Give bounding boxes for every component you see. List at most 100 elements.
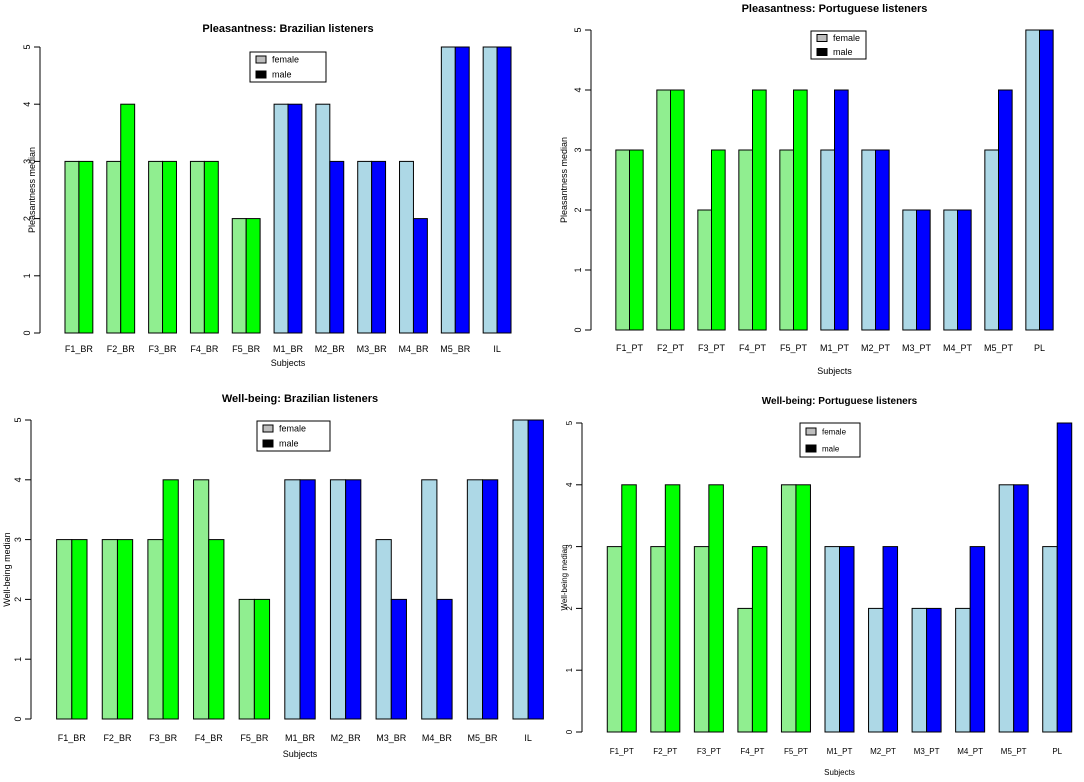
y-tick-label: 0 [565,729,574,734]
bar-male [253,598,271,720]
bar-female [902,209,917,331]
bar-male [839,546,855,733]
bar-male [412,218,428,334]
bar-female [421,479,438,720]
bar-female [820,149,835,331]
bar-male [969,546,986,733]
bar-male [208,539,225,720]
x-tick-label: F5_PT [784,747,808,756]
y-axis-label: Well-being median [560,544,569,610]
y-tick-label: 1 [22,273,32,278]
legend-label-female: female [272,55,299,65]
y-tick-label: 2 [573,207,583,212]
x-tick-label: M5_PT [1001,747,1027,756]
bar-female [780,484,797,733]
legend-swatch-male [262,439,274,448]
bar-female [482,46,498,334]
legend-swatch-female [255,55,267,64]
legend-swatch-female [805,427,817,436]
bar-male [371,160,387,334]
x-tick-label: F1_PT [610,747,634,756]
x-tick-label: M1_BR [273,344,304,354]
x-tick-label: IL [524,733,532,743]
bar-female [466,479,484,720]
bar-male [795,484,811,733]
x-tick-label: F2_PT [653,747,677,756]
bar-female [650,546,666,733]
legend-swatch-male [255,70,267,79]
bar-male [708,484,724,733]
bar-female [231,218,247,334]
chart-svg: Pleasantness: Portuguese listeners 0 1 2 3 4 5… [559,3,1054,376]
bar-female [738,149,753,331]
y-tick-label: 0 [573,327,583,332]
bar-male [527,419,544,720]
y-axis-label: Pleasantness median [27,147,37,233]
x-tick-label: M1_PT [820,343,850,353]
x-tick-label: F4_BR [195,733,224,743]
chart-svg: Pleasantness: Brazilian listeners 0 1 2 3 4 5 P… [22,23,512,368]
x-tick-label: M4_PT [943,343,973,353]
y-tick-label: 1 [573,267,583,272]
x-tick-label: F2_PT [657,343,685,353]
y-axis-label: Pleasantness median [559,137,569,223]
chart-wellbeing-portuguese: Well-being: Portuguese listeners 0 1 2 3 4 5 We… [555,390,1084,782]
y-tick-label: 2 [22,216,32,221]
y-tick-label: 5 [13,417,23,422]
bar-female [911,607,928,733]
bar-male [882,546,899,733]
bar-male [299,479,316,720]
bar-female [284,479,301,720]
x-axis-label: Subjects [817,366,852,376]
legend-label-male: male [279,439,299,449]
bar-male [1039,29,1054,331]
x-tick-label: F5_BR [232,344,261,354]
bar-female [357,160,373,334]
x-tick-label: F3_BR [149,733,178,743]
x-axis-label: Subjects [824,768,855,777]
bar-female [693,546,710,733]
bar-male [120,103,136,334]
bar-female [147,539,164,720]
bar-male [390,598,407,720]
bar-male [629,149,644,331]
bar-female [861,149,876,331]
bar-female [737,607,753,733]
bar-male [482,479,499,720]
x-tick-label: M3_PT [902,343,932,353]
y-tick-label: 0 [22,330,32,335]
y-tick-label: 3 [573,147,583,152]
y-tick-label: 2 [565,606,574,611]
bar-female [1025,29,1040,331]
legend-label-male: male [272,70,292,80]
legend-box [810,30,867,60]
bar-male [834,89,849,331]
x-tick-label: F3_BR [149,344,178,354]
bar-male [916,209,931,331]
y-axis-label: Well-being median [2,532,12,606]
bar-male [116,539,134,720]
x-tick-label: M5_BR [440,344,471,354]
bar-female [189,160,205,334]
legend-label-male: male [822,445,840,454]
x-tick-label: F1_BR [58,733,87,743]
bar-female [1042,546,1058,733]
bar-female [824,546,840,733]
bar-male [162,479,179,720]
bar-female [615,149,630,331]
legend-swatch-male [816,48,828,56]
bar-male [926,607,942,733]
x-tick-label: F4_BR [190,344,219,354]
bar-male [71,539,88,720]
bar-female [273,103,289,334]
chart-svg: Well-being: Portuguese listeners 0 1 2 3 4 5 We… [560,396,1073,777]
x-tick-label: F2_BR [103,733,132,743]
bar-female [697,209,712,331]
x-tick-label: F5_BR [240,733,269,743]
legend-label-male: male [833,47,853,57]
bar-male [957,209,972,331]
bar-female [101,539,118,720]
y-tick-label: 3 [22,159,32,164]
y-tick-label: 0 [13,716,23,721]
y-tick-label: 5 [22,44,32,49]
